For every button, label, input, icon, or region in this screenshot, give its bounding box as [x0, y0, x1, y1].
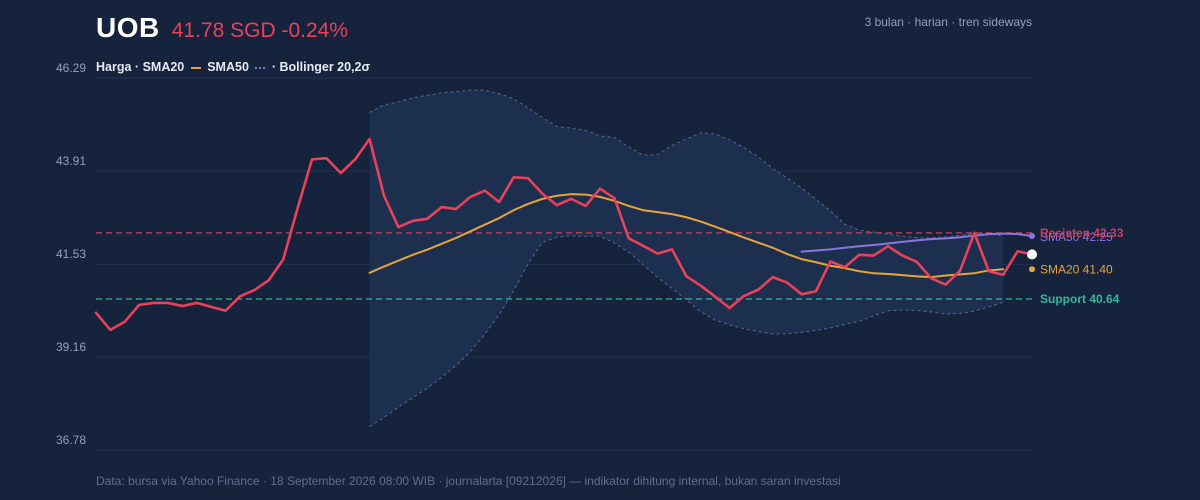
level-label-support: Support 40.64 [1040, 292, 1120, 306]
series-line-sma50 [800, 232, 1033, 253]
legend-sma50-swatch [255, 66, 266, 69]
legend-bollinger: Bollinger 20,2σ [279, 60, 371, 74]
sma50-end-label: SMA50 42.25 [1040, 230, 1113, 244]
y-tick-label: 43.91 [56, 154, 86, 168]
bollinger-band-layer [369, 89, 1004, 427]
legend-sma20-swatch [190, 66, 201, 69]
price-end-marker [1027, 249, 1037, 260]
source-footer: Data: bursa via Yahoo Finance · 18 Septe… [96, 474, 841, 488]
y-tick-label: 46.29 [56, 61, 86, 75]
chart-legend: Harga · SMA20 SMA50 · Bollinger 20,2σ [96, 60, 370, 74]
chart-header: UOB 41.78 SGD -0.24% [96, 12, 348, 44]
bollinger-upper-line [369, 89, 1004, 239]
legend-sma20: SMA20 [142, 60, 185, 74]
legend-sma50: SMA50 [207, 60, 249, 74]
bollinger-fill [369, 90, 1004, 427]
y-tick-label: 36.78 [56, 433, 86, 447]
sma20-end-marker [1029, 266, 1035, 273]
label-layer: 46.29 43.91 41.53 39.16 36.78 SMA50 42.25Resi… [56, 61, 1124, 447]
price-change: 41.78 SGD -0.24% [171, 19, 348, 42]
y-tick-label: 39.16 [56, 340, 86, 354]
bollinger-lower-line [369, 235, 1004, 427]
sma50-end-marker [1029, 233, 1035, 240]
series-line-harga [94, 137, 1034, 332]
sma20-end-label: SMA20 41.40 [1040, 262, 1113, 276]
ticker-symbol: UOB [96, 12, 160, 43]
level-layer [96, 232, 1032, 300]
legend-price: Harga [96, 60, 132, 74]
legend-separator-2: · [271, 60, 280, 74]
level-label-resisten: Resisten 42.33 [1040, 226, 1124, 240]
series-line-sma20 [368, 193, 1005, 279]
grid-layer [96, 77, 1032, 451]
legend-separator: · [134, 60, 143, 74]
series-layer [94, 137, 1037, 332]
y-tick-label: 41.53 [56, 247, 86, 261]
period-info: 3 bulan · harian · tren sideways [864, 15, 1032, 29]
